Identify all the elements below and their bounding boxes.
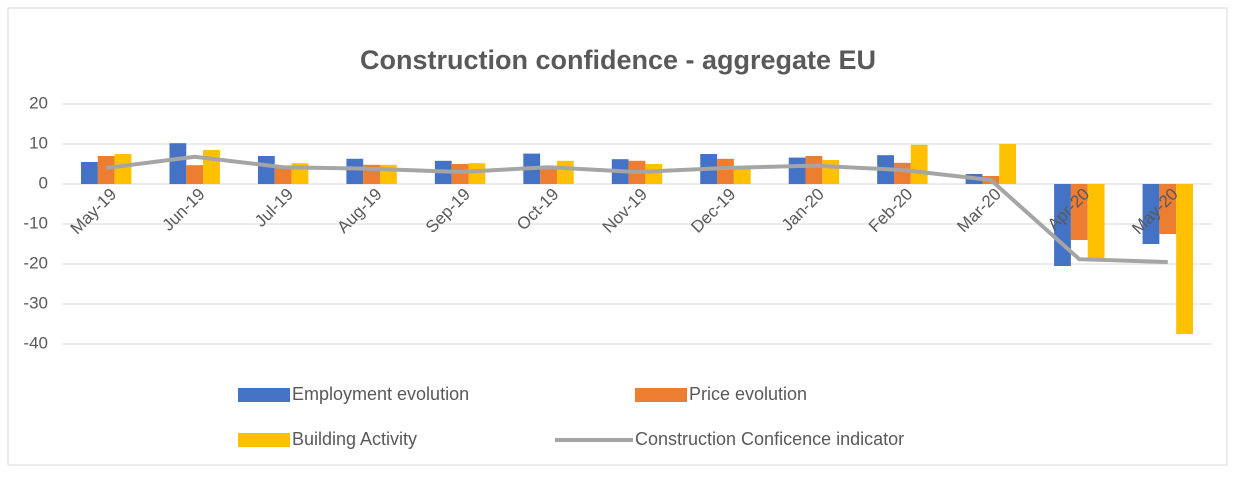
legend-swatch <box>238 433 290 447</box>
bar <box>645 164 663 184</box>
bar <box>468 163 486 184</box>
bar <box>788 157 806 184</box>
bar <box>346 158 364 184</box>
y-tick-label: -40 <box>23 333 48 352</box>
bar <box>910 144 928 184</box>
bar <box>999 144 1017 184</box>
y-tick-label: -10 <box>23 213 48 232</box>
bar <box>81 162 98 184</box>
bar <box>733 166 751 184</box>
bar <box>540 166 557 184</box>
bar <box>805 156 823 184</box>
legend-label: Price evolution <box>689 384 807 404</box>
bar <box>114 154 132 184</box>
y-tick-label: 20 <box>29 93 48 112</box>
bar <box>1159 184 1177 234</box>
bar <box>186 165 204 184</box>
legend-swatch <box>238 388 290 402</box>
bar <box>1087 184 1105 258</box>
legend-label: Construction Conficence indicator <box>635 429 904 449</box>
y-tick-label: 10 <box>29 133 48 152</box>
bar <box>1176 184 1193 334</box>
legend-label: Employment evolution <box>292 384 469 404</box>
bar <box>1070 184 1088 240</box>
legend-swatch <box>635 388 687 402</box>
legend-label: Building Activity <box>292 429 417 449</box>
y-tick-label: 0 <box>39 173 48 192</box>
bar <box>1142 184 1160 244</box>
chart-border <box>7 7 1228 466</box>
line <box>105 154 1168 264</box>
y-tick-label: -20 <box>23 253 48 272</box>
bar <box>169 143 187 184</box>
bar <box>556 160 574 184</box>
bar <box>822 160 840 184</box>
bar <box>97 156 115 184</box>
bar <box>893 162 911 184</box>
bar <box>203 150 220 184</box>
y-tick-label: -30 <box>23 293 48 312</box>
bar <box>274 166 292 184</box>
bar <box>717 158 734 184</box>
chart-title: Construction confidence - aggregate EU <box>360 45 876 75</box>
bar <box>257 156 275 184</box>
